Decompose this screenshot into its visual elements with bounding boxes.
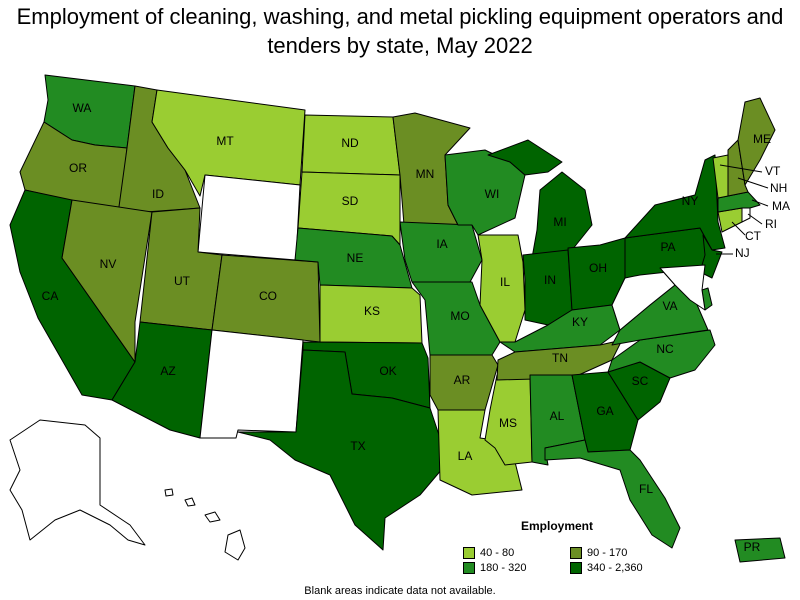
state-MD[interactable] bbox=[659, 264, 706, 311]
label-PR: PR bbox=[744, 540, 761, 554]
label-UT: UT bbox=[174, 274, 191, 288]
state-KS[interactable] bbox=[319, 284, 423, 344]
label-CA: CA bbox=[42, 289, 59, 303]
label-AZ: AZ bbox=[160, 364, 175, 378]
label-MN: MN bbox=[416, 167, 435, 181]
state-NJ[interactable] bbox=[699, 234, 723, 279]
label-IN: IN bbox=[544, 273, 556, 287]
label-NC: NC bbox=[656, 342, 674, 356]
legend-label-4: 340 - 2,360 bbox=[587, 562, 643, 574]
label-NJ: NJ bbox=[735, 246, 750, 260]
label-GA: GA bbox=[596, 404, 613, 418]
state-NV[interactable] bbox=[61, 199, 153, 363]
state-MI-UP[interactable] bbox=[487, 139, 563, 176]
legend-item-3: 180 - 320 bbox=[463, 562, 526, 574]
label-ND: ND bbox=[341, 136, 359, 150]
label-PA: PA bbox=[660, 240, 675, 254]
label-SC: SC bbox=[632, 374, 649, 388]
legend-swatch-3 bbox=[463, 562, 475, 574]
label-KY: KY bbox=[572, 315, 588, 329]
state-IN[interactable] bbox=[522, 249, 573, 326]
label-CT: CT bbox=[745, 229, 762, 243]
legend-item-4: 340 - 2,360 bbox=[570, 562, 643, 574]
label-MA: MA bbox=[772, 199, 790, 213]
label-LA: LA bbox=[458, 449, 473, 463]
label-WI: WI bbox=[485, 187, 500, 201]
label-SD: SD bbox=[342, 194, 359, 208]
label-MO: MO bbox=[450, 309, 469, 323]
label-KS: KS bbox=[364, 304, 380, 318]
label-NY: NY bbox=[682, 194, 699, 208]
label-ME: ME bbox=[753, 132, 771, 146]
state-AK[interactable] bbox=[9, 419, 146, 546]
legend-label-3: 180 - 320 bbox=[480, 562, 527, 574]
state-ME[interactable] bbox=[737, 97, 776, 186]
map-title: Employment of cleaning, washing, and met… bbox=[16, 4, 784, 58]
legend-swatch-2 bbox=[570, 547, 582, 559]
label-IL: IL bbox=[500, 275, 510, 289]
label-IA: IA bbox=[436, 237, 447, 251]
label-WA: WA bbox=[73, 101, 92, 115]
label-VT: VT bbox=[765, 164, 781, 178]
legend-item-1: 40 - 80 bbox=[463, 547, 514, 559]
label-OK: OK bbox=[379, 364, 396, 378]
label-AL: AL bbox=[550, 409, 565, 423]
legend-label-1: 40 - 80 bbox=[480, 547, 515, 559]
label-FL: FL bbox=[639, 482, 653, 496]
state-TX[interactable] bbox=[237, 349, 449, 551]
label-OR: OR bbox=[69, 161, 87, 175]
state-MT[interactable] bbox=[151, 89, 306, 197]
state-PR[interactable] bbox=[734, 537, 786, 563]
legend-title: Employment bbox=[521, 519, 594, 533]
label-AR: AR bbox=[454, 373, 471, 387]
label-CO: CO bbox=[259, 289, 277, 303]
state-NM[interactable] bbox=[199, 329, 304, 439]
label-TX: TX bbox=[350, 439, 365, 453]
label-NH: NH bbox=[770, 181, 787, 195]
state-IA[interactable] bbox=[399, 221, 483, 283]
state-MI[interactable] bbox=[531, 171, 593, 259]
label-NV: NV bbox=[100, 257, 117, 271]
label-VA: VA bbox=[662, 299, 677, 313]
state-WY[interactable] bbox=[197, 174, 301, 261]
state-TN[interactable] bbox=[496, 339, 623, 381]
label-MI: MI bbox=[553, 215, 566, 229]
label-OH: OH bbox=[589, 261, 607, 275]
footnote: Blank areas indicate data not available. bbox=[304, 585, 496, 597]
label-MS: MS bbox=[499, 416, 517, 430]
label-ID: ID bbox=[152, 187, 164, 201]
legend-swatch-4 bbox=[570, 562, 582, 574]
label-RI: RI bbox=[765, 217, 777, 231]
legend-item-2: 90 - 170 bbox=[570, 547, 627, 559]
label-MT: MT bbox=[216, 134, 234, 148]
state-HI[interactable] bbox=[164, 488, 246, 561]
label-NE: NE bbox=[347, 251, 364, 265]
label-TN: TN bbox=[552, 351, 568, 365]
legend-swatch-1 bbox=[463, 547, 475, 559]
legend-label-2: 90 - 170 bbox=[587, 547, 628, 559]
state-FL[interactable] bbox=[544, 439, 681, 549]
state-MO[interactable] bbox=[411, 281, 501, 356]
state-LA[interactable] bbox=[437, 409, 523, 496]
